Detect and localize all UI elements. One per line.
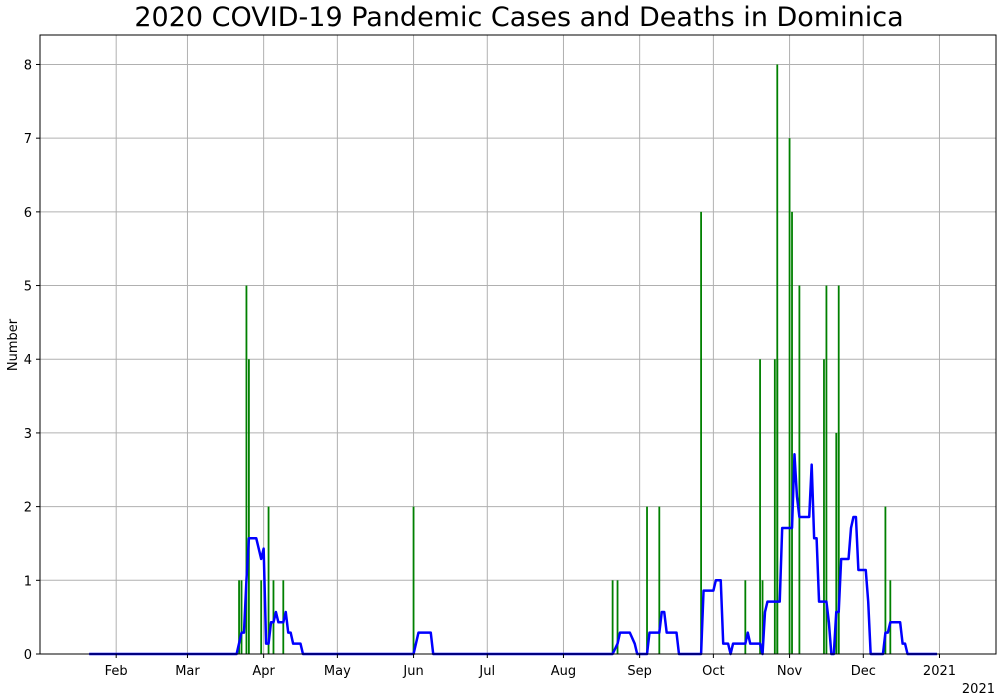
x-tick-label: Dec (851, 664, 876, 679)
chart-title: 2020 COVID-19 Pandemic Cases and Deaths … (134, 2, 903, 33)
y-tick-label: 3 (24, 427, 32, 442)
y-tick-label: 4 (24, 353, 32, 368)
deaths-line (89, 453, 938, 656)
x-tick-label: Jul (478, 664, 495, 679)
x-tick-label: Feb (105, 664, 128, 679)
cases-bar (646, 506, 648, 654)
x-tick-label: Mar (175, 664, 200, 679)
cases-bar (700, 211, 702, 654)
cases-bars (238, 64, 892, 654)
cases-bar (267, 506, 270, 654)
cases-bar (247, 359, 250, 654)
x-axis-offset-label: 2021 (962, 682, 995, 697)
cases-bar (240, 580, 243, 654)
cases-bar (744, 580, 747, 654)
cases-bar (837, 432, 840, 654)
cases-bar (759, 359, 761, 654)
cases-bar (773, 359, 776, 654)
cases-bar (835, 432, 838, 654)
cases-bar (788, 138, 791, 654)
x-tick-label: Nov (777, 664, 803, 679)
cases-bar (798, 285, 801, 654)
cases-bar (611, 580, 614, 654)
x-tick-label: Aug (551, 664, 576, 679)
x-tick-label: Oct (702, 664, 724, 679)
cases-bar (823, 359, 825, 654)
plot-frame (39, 34, 997, 655)
cases-bar (825, 285, 828, 654)
x-tick-label: Jun (402, 664, 423, 679)
x-tick-label: 2021 (923, 664, 956, 679)
x-tick-label: Apr (252, 664, 275, 679)
cases-bar (884, 506, 887, 654)
x-axis: Feb Mar Apr May Jun Jul Aug Sep Oct Nov Dec 2021 (105, 654, 956, 679)
y-axis: 0 1 2 3 4 5 6 7 8 (24, 58, 40, 663)
cases-bar (658, 506, 661, 654)
y-tick-label: 0 (24, 648, 32, 663)
cases-bar (238, 580, 240, 654)
y-tick-label: 8 (24, 58, 32, 73)
x-tick-label: Sep (627, 664, 652, 679)
y-tick-label: 2 (24, 501, 32, 516)
cases-bar (260, 580, 263, 654)
cases-bar (889, 580, 892, 654)
cases-bar (616, 580, 619, 654)
y-tick-label: 5 (24, 280, 32, 295)
cases-bar (761, 580, 764, 654)
y-tick-label: 7 (24, 132, 32, 147)
cases-bar (776, 64, 779, 654)
deaths-line-path (89, 453, 938, 656)
y-tick-label: 1 (24, 574, 32, 589)
cases-bar (412, 506, 415, 654)
y-tick-label: 6 (24, 206, 32, 221)
y-axis-label: Number (6, 318, 21, 371)
x-tick-label: May (324, 664, 351, 679)
cases-bar (791, 211, 793, 654)
cases-bar (245, 285, 248, 654)
